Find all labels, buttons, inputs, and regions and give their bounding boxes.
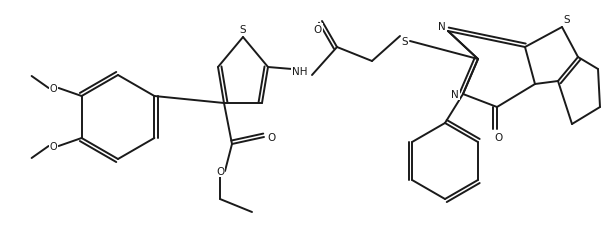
Text: O: O	[50, 141, 57, 151]
Text: O: O	[314, 25, 322, 35]
Text: S: S	[240, 25, 246, 35]
Text: S: S	[564, 15, 570, 25]
Text: S: S	[402, 37, 408, 47]
Text: NH: NH	[292, 67, 308, 77]
Text: O: O	[216, 166, 224, 176]
Text: O: O	[50, 84, 57, 94]
Text: N: N	[451, 90, 459, 100]
Text: O: O	[268, 132, 276, 142]
Text: N: N	[438, 22, 446, 32]
Text: O: O	[495, 132, 503, 142]
